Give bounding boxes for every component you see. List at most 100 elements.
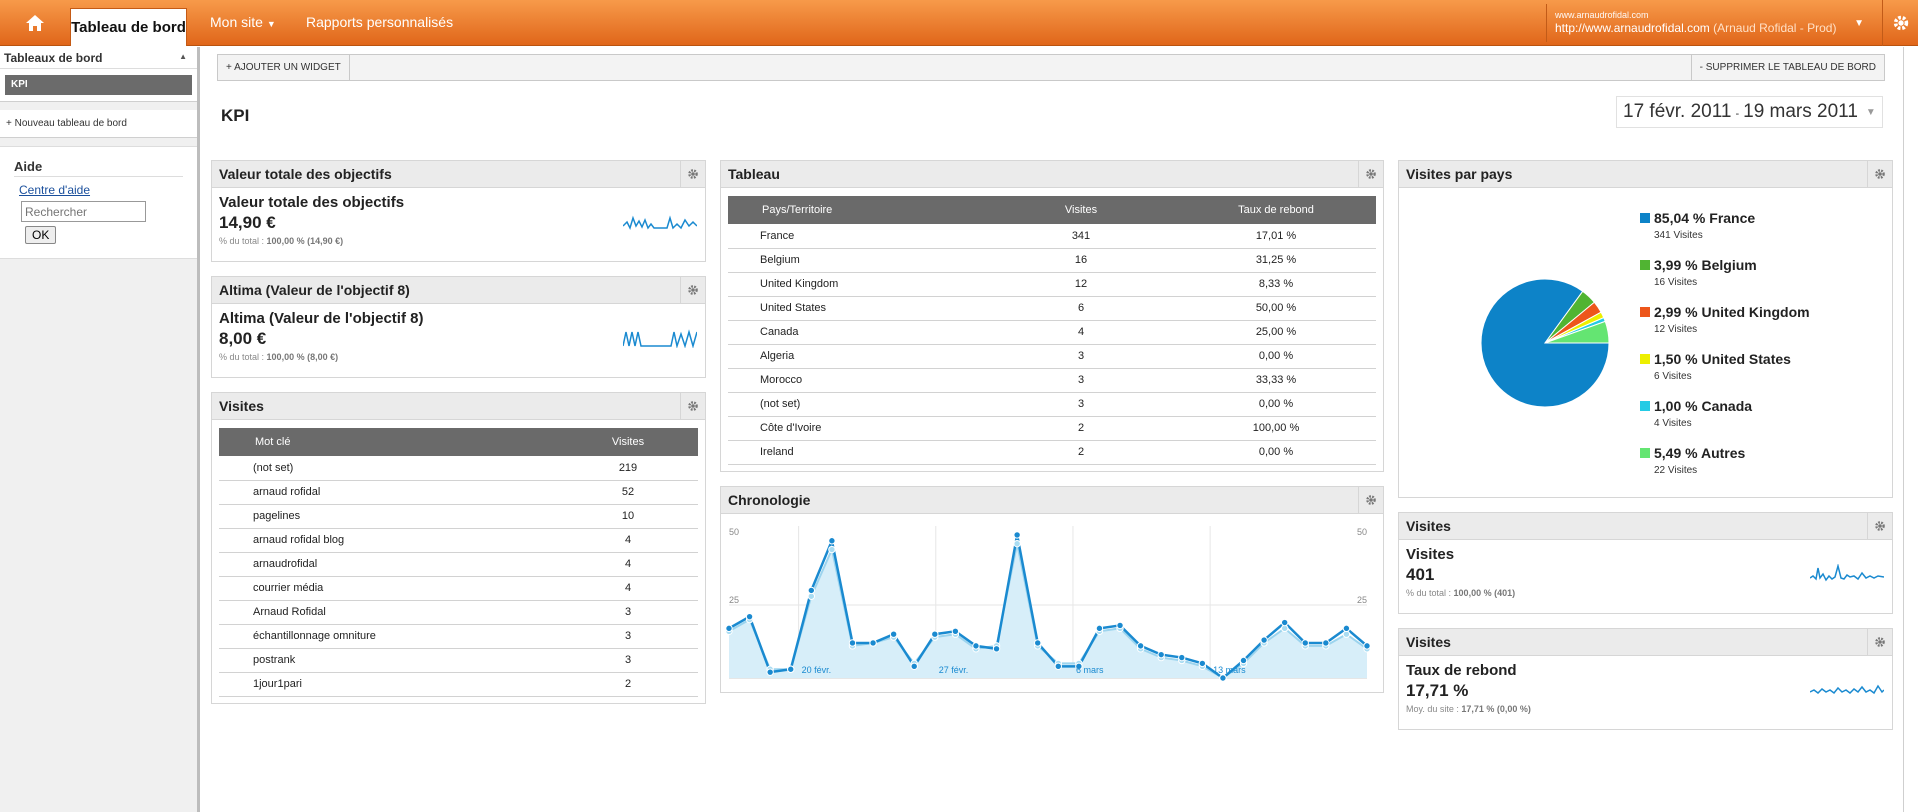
widget-header: Visites — [1406, 634, 1451, 650]
metric-value: 17,71 % — [1406, 681, 1469, 700]
table-row[interactable]: 1jour1pari 2 — [219, 672, 698, 697]
table-row[interactable]: échantillonnage omniture 3 — [219, 624, 698, 649]
help-ok-button[interactable]: OK — [25, 226, 57, 244]
delete-dashboard-button[interactable]: - SUPPRIMER LE TABLEAU DE BORD — [1690, 55, 1884, 80]
widget-settings-button[interactable] — [680, 277, 705, 303]
data-point — [1157, 650, 1165, 659]
data-point — [1116, 621, 1124, 630]
table-row[interactable]: courrier média 4 — [219, 576, 698, 601]
visits-cell: 3 — [558, 624, 698, 649]
sparkline — [623, 329, 697, 348]
data-point — [1239, 656, 1248, 665]
table-row[interactable]: arnaud rofidal 52 — [219, 480, 698, 505]
legend-item: 1,00 % Canada 4 Visites — [1640, 397, 1752, 429]
legend-swatch — [1640, 306, 1650, 317]
account-selector[interactable]: www.arnaudrofidal.com http://www.arnaudr… — [1546, 4, 1876, 42]
data-point — [889, 630, 898, 638]
widget-settings-button[interactable] — [1867, 629, 1892, 655]
table-row[interactable]: (not set) 219 — [219, 456, 698, 481]
help-search-input[interactable] — [21, 201, 146, 222]
col-country: Pays/Territoire — [728, 196, 986, 224]
add-widget-button[interactable]: + AJOUTER UN WIDGET — [218, 55, 350, 80]
legend-item: 5,49 % Autres 22 Visites — [1640, 444, 1745, 476]
widget-settings-button[interactable] — [680, 161, 705, 187]
table-row[interactable]: Morocco 3 33,33 % — [728, 368, 1376, 393]
widget-settings-button[interactable] — [1867, 161, 1892, 187]
home-button[interactable] — [0, 0, 70, 46]
bounce-rate-cell: 50,00 % — [1176, 296, 1376, 321]
visits-cell: 12 — [986, 272, 1176, 297]
table-row[interactable]: United States 6 50,00 % — [728, 296, 1376, 321]
keyword-cell: Arnaud Rofidal — [219, 600, 558, 625]
data-point — [1054, 662, 1062, 671]
table-row[interactable]: arnaudrofidal 4 — [219, 552, 698, 577]
visits-cell: 4 — [558, 576, 698, 601]
table-row[interactable]: pagelines 10 — [219, 504, 698, 529]
data-point — [931, 630, 939, 638]
table-row[interactable]: France 341 17,01 % — [728, 224, 1376, 249]
keyword-cell: échantillonnage omniture — [219, 624, 558, 649]
legend-visits: 12 Visites — [1654, 324, 1698, 335]
table-row[interactable]: Algeria 3 0,00 % — [728, 344, 1376, 369]
visits-cell: 2 — [986, 416, 1176, 441]
legend-label: 2,99 % United Kingdom — [1654, 303, 1810, 320]
table-row[interactable]: Côte d'Ivoire 2 100,00 % — [728, 416, 1376, 441]
settings-button[interactable] — [1882, 0, 1918, 46]
table-row[interactable]: United Kingdom 12 8,33 % — [728, 272, 1376, 297]
keyword-cell: postrank — [219, 648, 558, 673]
my-site-label: Mon site — [210, 14, 263, 30]
visits-cell: 52 — [558, 480, 698, 505]
dashboards-title: Tableaux de bord — [4, 51, 103, 65]
help-center-link[interactable]: Centre d'aide — [19, 183, 91, 197]
widget-settings-button[interactable] — [1867, 513, 1892, 539]
data-point — [725, 624, 733, 633]
widget-goal-total: Valeur totale des objectifs Valeur total… — [211, 160, 706, 262]
widget-header: Altima (Valeur de l'objectif 8) — [219, 282, 410, 298]
pie-slice[interactable] — [1544, 320, 1610, 344]
widget-keywords: Visites Mot clé Visites (not set) 219 arna… — [211, 392, 706, 704]
data-point — [951, 627, 960, 635]
widget-settings-button[interactable] — [1358, 487, 1383, 513]
legend-visits: 341 Visites — [1654, 230, 1703, 241]
table-row[interactable]: Arnaud Rofidal 3 — [219, 600, 698, 625]
col-keyword: Mot clé — [219, 428, 558, 456]
x-tick-label: 13 mars — [1213, 665, 1246, 675]
legend-item: 1,50 % United States 6 Visites — [1640, 350, 1791, 382]
keyword-cell: (not set) — [219, 456, 558, 481]
table-row[interactable]: Belgium 16 31,25 % — [728, 248, 1376, 273]
widget-settings-button[interactable] — [1358, 161, 1383, 187]
area-previous — [729, 543, 1367, 678]
table-row[interactable]: Canada 4 25,00 % — [728, 320, 1376, 345]
new-dashboard-link[interactable]: + Nouveau tableau de bord — [0, 110, 197, 138]
bounce-rate-cell: 17,01 % — [1176, 224, 1376, 249]
date-start: 17 févr. 2011 — [1623, 101, 1732, 122]
date-range-picker[interactable]: 17 févr. 2011 - 19 mars 2011 ▼ — [1616, 96, 1883, 128]
dashboards-section[interactable]: Tableaux de bord ▲ — [0, 47, 197, 69]
metric-sub-label: % du total : — [219, 352, 265, 362]
widget-settings-button[interactable] — [680, 393, 705, 419]
sidebar-item-kpi[interactable]: KPI — [5, 75, 192, 95]
data-point — [787, 665, 795, 673]
tab-dashboard[interactable]: Tableau de bord — [70, 8, 187, 46]
data-point — [1013, 531, 1021, 539]
metric-sub-label: Moy. du site : — [1406, 704, 1459, 714]
col-visits: Visites — [558, 428, 698, 456]
table-row[interactable]: postrank 3 — [219, 648, 698, 673]
my-site-menu[interactable]: Mon site ▼ — [210, 14, 276, 30]
bounce-rate-cell: 31,25 % — [1176, 248, 1376, 273]
y-tick-label: 50 — [729, 527, 739, 537]
help-title: Aide — [14, 159, 183, 177]
metric-value: 14,90 € — [219, 213, 276, 232]
account-profile: (Arnaud Rofidal - Prod) — [1713, 21, 1837, 35]
table-row[interactable]: Ireland 2 0,00 % — [728, 440, 1376, 465]
legend-label: 3,99 % Belgium — [1654, 256, 1757, 273]
keyword-cell: arnaud rofidal — [219, 480, 558, 505]
data-point-previous — [828, 545, 836, 554]
table-row[interactable]: arnaud rofidal blog 4 — [219, 528, 698, 553]
custom-reports-menu[interactable]: Rapports personnalisés — [306, 14, 454, 30]
keyword-cell: arnaud rofidal blog — [219, 528, 558, 553]
pie-slice-france[interactable] — [1480, 278, 1610, 408]
account-domain: www.arnaudrofidal.com — [1555, 10, 1649, 20]
date-separator: - — [1735, 108, 1740, 120]
table-row[interactable]: (not set) 3 0,00 % — [728, 392, 1376, 417]
